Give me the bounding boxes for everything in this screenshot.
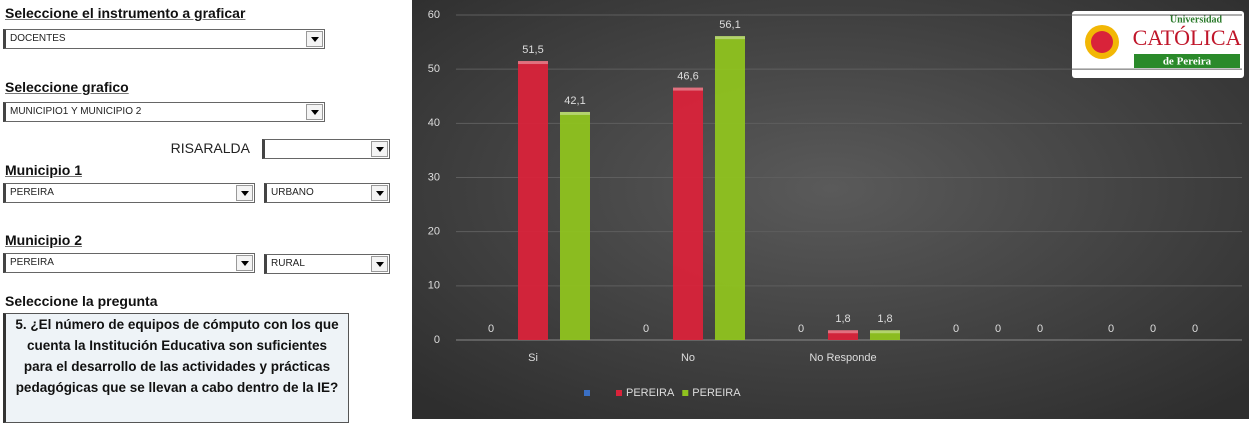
dropdown-arrow[interactable] xyxy=(236,185,253,201)
bar xyxy=(715,36,745,340)
value-label: 42,1 xyxy=(564,95,585,107)
logo: Universidad CATÓLICA de Pereira xyxy=(1072,11,1244,78)
select-value: PEREIRA xyxy=(10,257,54,268)
bar xyxy=(560,111,590,340)
dropdown-arrow[interactable] xyxy=(371,256,388,272)
logo-text: Universidad xyxy=(1170,14,1223,25)
select[interactable]: PEREIRA xyxy=(3,253,255,273)
value-label: 51,5 xyxy=(522,44,543,56)
bar-highlight xyxy=(715,36,745,40)
bar xyxy=(870,330,900,340)
value-label: 0 xyxy=(1108,323,1114,335)
y-tick-label: 20 xyxy=(428,226,440,238)
y-tick-label: 40 xyxy=(428,117,440,129)
dropdown-arrow[interactable] xyxy=(236,255,253,271)
label: Seleccione el instrumento a graficar xyxy=(5,5,246,21)
label: Municipio 1 xyxy=(5,162,82,178)
value-label: 0 xyxy=(1150,323,1156,335)
value-label: 1,8 xyxy=(877,313,892,325)
select-value: MUNICIPIO1 Y MUNICIPIO 2 xyxy=(10,106,142,117)
x-tick-label: Si xyxy=(528,352,538,364)
value-label: 46,6 xyxy=(677,70,698,82)
label: Seleccione la pregunta xyxy=(5,293,158,309)
label: RISARALDA xyxy=(170,140,250,156)
legend-label: PEREIRA xyxy=(692,387,741,399)
value-label: 1,8 xyxy=(835,313,850,325)
bar-highlight xyxy=(560,111,590,115)
select-value: RURAL xyxy=(271,258,305,269)
dropdown-arrow[interactable] xyxy=(306,31,323,47)
logo-text: de Pereira xyxy=(1163,56,1212,68)
legend-marker xyxy=(616,390,622,396)
question-text: 5. ¿El número de equipos de cómputo con … xyxy=(15,317,339,395)
value-label: 0 xyxy=(953,323,959,335)
y-tick-label: 30 xyxy=(428,171,440,183)
select[interactable]: URBANO xyxy=(264,183,390,203)
value-label: 0 xyxy=(995,323,1001,335)
select[interactable]: RURAL xyxy=(264,254,390,274)
x-tick-label: No xyxy=(681,352,695,364)
dropdown-arrow[interactable] xyxy=(306,104,323,120)
legend-marker xyxy=(584,390,590,396)
bar-highlight xyxy=(673,87,703,91)
y-tick-label: 60 xyxy=(428,9,440,21)
chart: Universidad CATÓLICA de Pereira 0 10 20 30 4… xyxy=(412,0,1249,419)
value-label: 0 xyxy=(488,323,494,335)
select[interactable] xyxy=(262,139,390,159)
value-label: 0 xyxy=(798,323,804,335)
y-tick-label: 50 xyxy=(428,63,440,75)
value-label: 0 xyxy=(1037,323,1043,335)
value-label: 56,1 xyxy=(719,19,740,31)
legend-label: PEREIRA xyxy=(626,387,675,399)
bar xyxy=(518,61,548,341)
y-tick-label: 10 xyxy=(428,280,440,292)
select-value: PEREIRA xyxy=(10,187,54,198)
x-tick-label: No Responde xyxy=(809,352,876,364)
label: Municipio 2 xyxy=(5,232,82,248)
bar-highlight xyxy=(518,61,548,65)
label: Seleccione grafico xyxy=(5,79,129,95)
select-value: URBANO xyxy=(271,187,314,198)
logo-text: CATÓLICA xyxy=(1133,25,1242,50)
bar xyxy=(673,87,703,340)
select[interactable]: DOCENTES xyxy=(3,29,325,49)
select[interactable]: MUNICIPIO1 Y MUNICIPIO 2 xyxy=(3,102,325,122)
bar-highlight xyxy=(870,330,900,334)
select[interactable]: PEREIRA xyxy=(3,183,255,203)
select-value: DOCENTES xyxy=(10,33,66,44)
value-label: 0 xyxy=(1192,323,1198,335)
question-box[interactable]: 5. ¿El número de equipos de cómputo con … xyxy=(3,313,349,423)
bar xyxy=(828,330,858,340)
dropdown-arrow[interactable] xyxy=(371,185,388,201)
dropdown-arrow[interactable] xyxy=(371,141,388,157)
legend-marker xyxy=(682,390,689,396)
bar-highlight xyxy=(828,330,858,334)
value-label: 0 xyxy=(643,323,649,335)
y-tick-label: 0 xyxy=(434,334,440,346)
